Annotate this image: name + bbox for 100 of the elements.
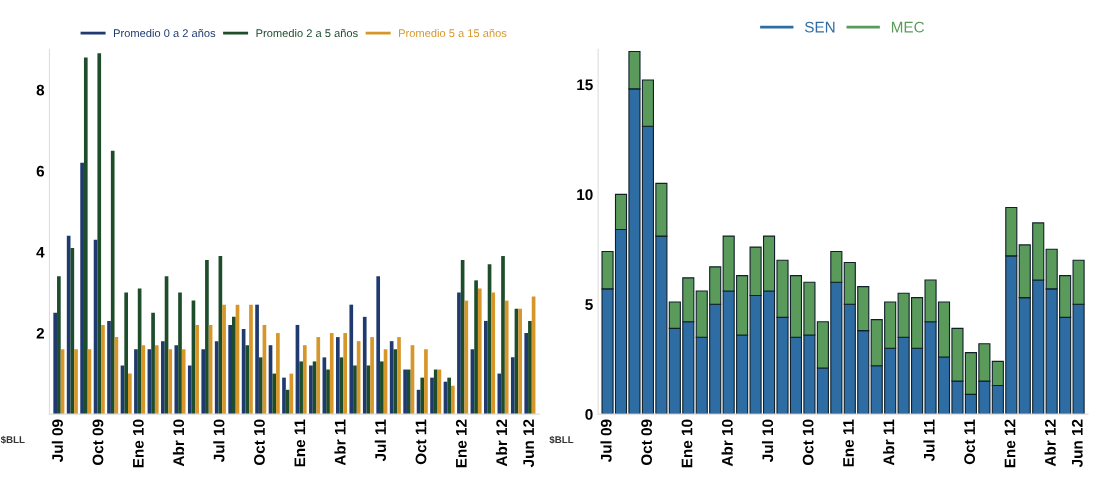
bar — [362, 316, 367, 415]
x-tick-label: Ene 12 — [1004, 419, 1016, 468]
bar — [245, 345, 250, 415]
bar — [316, 337, 321, 415]
bar — [474, 280, 478, 415]
bar — [205, 260, 209, 415]
bar — [528, 320, 532, 415]
y-tick-label: 8 — [36, 84, 45, 96]
x-tick-label: Abr 11 — [334, 419, 346, 466]
bar — [178, 292, 182, 415]
bar — [141, 345, 146, 415]
x-tick-label: Jul 09 — [600, 419, 612, 463]
bar — [484, 320, 488, 415]
bar — [457, 292, 461, 415]
y-tick-label: 10 — [577, 189, 593, 201]
bar — [430, 377, 434, 415]
bar — [349, 304, 354, 415]
bar — [201, 349, 206, 415]
x-tick-label: Oct 09 — [92, 419, 104, 466]
bar — [477, 288, 482, 415]
bar — [101, 324, 105, 415]
bar — [151, 312, 155, 415]
bar — [420, 377, 425, 415]
x-tick-label: Jul 11 — [923, 419, 935, 462]
bar — [214, 341, 219, 415]
bar — [393, 349, 398, 415]
x-tick-label: Jun 12 — [1071, 419, 1083, 468]
bar — [433, 369, 438, 415]
bar — [181, 349, 186, 415]
bar — [57, 276, 61, 415]
x-tick-label: Ene 11 — [294, 419, 306, 467]
y-tick-label: 4 — [36, 247, 45, 258]
legend-label: Promedio 0 a 2 años — [113, 28, 216, 38]
bar — [353, 365, 357, 415]
bar — [110, 150, 115, 415]
bar — [524, 333, 529, 415]
x-tick-label: Jul 10 — [761, 419, 774, 463]
bar — [258, 357, 263, 415]
bar — [376, 276, 381, 415]
x-tick-label: Ene 12 — [455, 419, 467, 468]
bar — [154, 345, 159, 415]
bar — [134, 349, 138, 415]
bar — [107, 320, 111, 415]
x-tick-label: Oct 11 — [415, 419, 427, 465]
bar — [491, 292, 496, 415]
x-tick-label: Ene 11 — [843, 419, 854, 467]
bar — [302, 345, 307, 415]
bar — [222, 304, 226, 415]
x-tick-label: Oct 10 — [254, 419, 265, 466]
bar — [276, 333, 280, 415]
bar — [128, 373, 132, 415]
bar — [83, 57, 88, 415]
legend-label: SEN — [804, 21, 835, 33]
bar — [518, 308, 522, 415]
bar — [195, 324, 199, 415]
legend-label: MEC — [891, 21, 925, 33]
legend-label: Promedio 2 a 5 años — [256, 28, 358, 38]
y-tick-label: 5 — [585, 299, 593, 310]
bar — [406, 369, 411, 415]
text: $BLL — [549, 435, 574, 444]
bar — [249, 304, 253, 415]
x-tick-label: Ene 10 — [681, 419, 693, 468]
legend-label: Promedio 5 a 15 años — [399, 28, 507, 38]
text: $BLL — [0, 435, 25, 444]
x-tick-label: Abr 11 — [883, 419, 895, 466]
bar — [174, 345, 179, 415]
bar — [335, 337, 340, 415]
bar — [326, 369, 330, 415]
bar — [161, 341, 165, 415]
bar — [510, 357, 515, 415]
bar — [53, 312, 58, 415]
bar — [451, 385, 455, 415]
bar — [309, 365, 313, 415]
bar — [124, 292, 129, 415]
bar — [272, 373, 277, 415]
bar — [447, 377, 452, 415]
bar — [228, 324, 232, 415]
x-tick-label: Abr 10 — [721, 419, 733, 467]
bar — [370, 337, 374, 415]
x-tick-label: Ene 10 — [132, 419, 144, 468]
x-tick-label: Oct 09 — [641, 419, 653, 466]
bar — [70, 247, 75, 415]
bar — [97, 53, 102, 415]
bar — [424, 349, 428, 415]
bar — [504, 300, 509, 415]
bar — [255, 304, 259, 415]
y-tick-label: 2 — [36, 327, 44, 339]
bar — [285, 389, 290, 415]
x-tick-label: Oct 10 — [802, 419, 814, 466]
y-tick-label: 6 — [36, 165, 45, 177]
bar — [329, 333, 334, 415]
bar — [343, 333, 348, 415]
y-tick-label: 0 — [585, 408, 593, 420]
bar — [168, 349, 173, 415]
bar — [282, 377, 286, 415]
x-tick-label: Abr 10 — [172, 419, 185, 467]
bar — [232, 316, 236, 415]
bar — [497, 373, 502, 415]
x-tick-label: Jul 11 — [374, 419, 386, 462]
x-tick-label: Jun 12 — [523, 419, 535, 468]
